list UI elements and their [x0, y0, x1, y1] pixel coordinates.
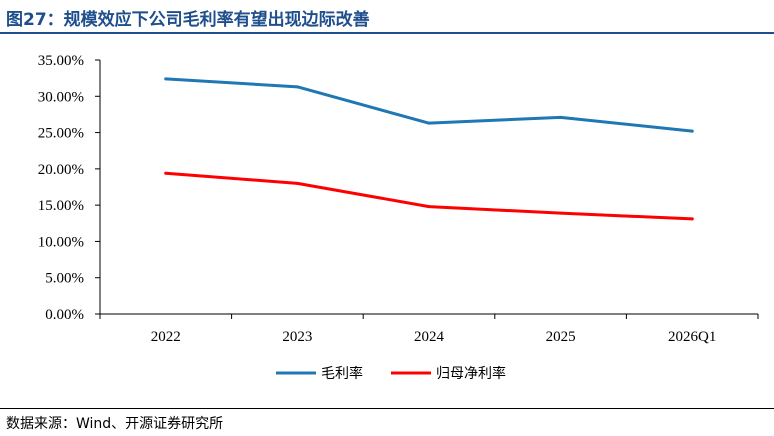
data-point-1 — [164, 171, 168, 175]
y-tick-label: 20.00% — [38, 162, 84, 178]
data-point-1 — [427, 205, 431, 209]
data-point-1 — [295, 181, 299, 185]
x-tick-label: 2025 — [546, 329, 576, 345]
data-point-0 — [164, 77, 168, 81]
data-point-0 — [295, 85, 299, 89]
series-line-1 — [164, 171, 694, 221]
data-point-0 — [559, 115, 563, 119]
line-chart: 0.00% 5.00% 10.00% 15.00% 20.00% 25.00% 30.00%… — [38, 53, 759, 382]
source-note: 数据来源：Wind、开源证券研究所 — [6, 416, 224, 432]
data-point-1 — [690, 217, 694, 221]
y-tick-label: 35.00% — [38, 53, 84, 69]
y-tick-label: 30.00% — [38, 89, 84, 105]
y-tick-label: 25.00% — [38, 126, 84, 142]
data-point-0 — [427, 121, 431, 125]
data-point-1 — [559, 211, 563, 215]
chart-title: 图27：规模效应下公司毛利率有望出现边际改善 — [6, 10, 370, 30]
y-tick-label: 5.00% — [45, 271, 84, 287]
y-tick-label: 15.00% — [38, 198, 84, 214]
x-tick-label: 2023 — [282, 329, 312, 345]
title-bar: 图27：规模效应下公司毛利率有望出现边际改善 — [0, 0, 774, 34]
x-tick-label: 2024 — [414, 329, 445, 345]
x-tick-label: 2026Q1 — [668, 329, 716, 345]
legend-label: 归母净利率 — [436, 365, 506, 382]
source-bar: 数据来源：Wind、开源证券研究所 — [0, 408, 774, 436]
legend-label: 毛利率 — [321, 365, 363, 382]
y-tick-label: 10.00% — [38, 234, 84, 250]
y-tick-label: 0.00% — [45, 307, 84, 323]
x-tick-label: 2022 — [151, 329, 181, 345]
data-point-0 — [690, 129, 694, 133]
